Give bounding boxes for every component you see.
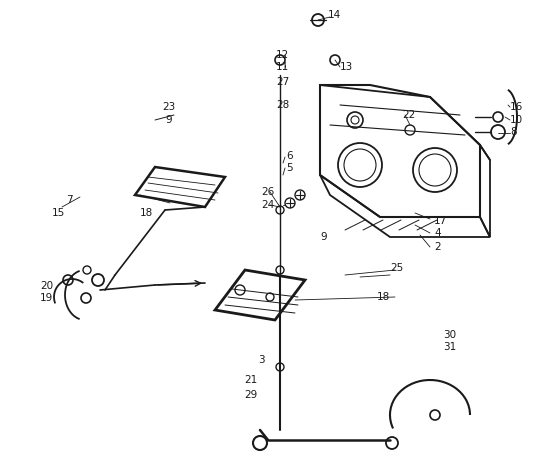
Text: 4: 4 xyxy=(434,228,441,238)
Text: 9: 9 xyxy=(165,115,172,125)
Text: 30: 30 xyxy=(443,330,456,340)
Text: 6: 6 xyxy=(286,151,293,161)
Text: 14: 14 xyxy=(328,10,341,20)
Text: 31: 31 xyxy=(443,342,456,352)
Text: 5: 5 xyxy=(286,163,293,173)
Text: 10: 10 xyxy=(510,115,523,125)
Text: 27: 27 xyxy=(276,77,289,87)
Text: 11: 11 xyxy=(276,62,289,72)
Text: 25: 25 xyxy=(390,263,403,273)
Text: 15: 15 xyxy=(52,208,65,218)
Text: 26: 26 xyxy=(261,187,274,197)
Text: 8: 8 xyxy=(510,127,517,137)
Text: 2: 2 xyxy=(434,242,441,252)
Text: 23: 23 xyxy=(162,102,176,112)
Text: 28: 28 xyxy=(276,100,289,110)
Text: 29: 29 xyxy=(244,390,257,400)
Text: 12: 12 xyxy=(276,50,289,60)
Text: 18: 18 xyxy=(377,292,390,302)
Text: 9: 9 xyxy=(320,232,327,242)
Text: 24: 24 xyxy=(261,200,274,210)
Text: 18: 18 xyxy=(140,208,153,218)
Text: 13: 13 xyxy=(340,62,353,72)
Text: 19: 19 xyxy=(40,293,53,303)
Text: 16: 16 xyxy=(510,102,523,112)
Text: 20: 20 xyxy=(40,281,53,291)
Text: 7: 7 xyxy=(66,195,72,205)
Text: 22: 22 xyxy=(402,110,415,120)
Text: 21: 21 xyxy=(244,375,257,385)
Text: 17: 17 xyxy=(434,216,447,226)
Text: 3: 3 xyxy=(258,355,265,365)
